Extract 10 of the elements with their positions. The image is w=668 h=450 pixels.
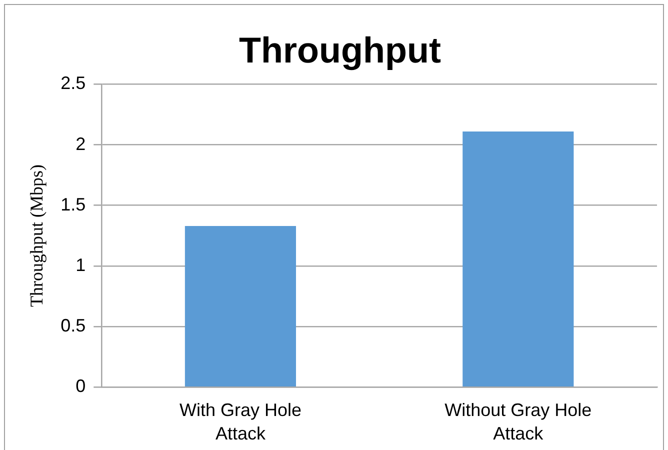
chart-title: Throughput [239, 30, 441, 71]
y-axis-title: Throughput (Mbps) [26, 164, 47, 307]
x-tick-label: With Gray Hole Attack [179, 400, 302, 444]
y-tick-label: 0.5 [60, 316, 86, 336]
y-tick-label: 0 [76, 376, 86, 396]
y-tick-label: 2.5 [60, 73, 86, 94]
x-tick-label: Without Gray Hole Attack [444, 400, 592, 444]
y-tick-label: 2 [76, 134, 86, 154]
y-tick-label: 1 [76, 254, 86, 275]
y-tick-label: 1.5 [60, 194, 86, 214]
